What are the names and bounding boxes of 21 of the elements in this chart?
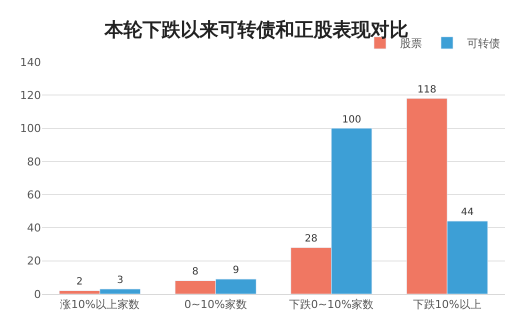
- x-tick-label: 下跌10%以上: [412, 298, 482, 312]
- y-tick-label: 100: [20, 122, 41, 136]
- data-label: 100: [342, 114, 362, 126]
- x-tick-label: 下跌0~10%家数: [289, 298, 374, 312]
- y-tick-label: 60: [27, 188, 41, 202]
- y-tick-label: 80: [27, 155, 41, 168]
- y-tick-label: 140: [20, 56, 41, 69]
- x-tick-label: 0~10%家数: [184, 298, 247, 312]
- y-tick-label: 0: [34, 288, 41, 301]
- data-label: 28: [304, 234, 318, 245]
- legend-label: 可转债: [467, 37, 500, 50]
- y-tick-label: 40: [27, 222, 41, 235]
- y-tick-label: 120: [20, 88, 41, 102]
- data-label: 3: [116, 275, 124, 286]
- data-label: 2: [76, 276, 83, 288]
- data-label: 8: [192, 266, 199, 278]
- data-label: 118: [417, 84, 436, 96]
- data-label: 44: [461, 207, 474, 218]
- y-tick-label: 20: [27, 254, 41, 268]
- x-tick-label: 涨10%以上家数: [60, 298, 140, 312]
- data-label: 9: [232, 265, 240, 276]
